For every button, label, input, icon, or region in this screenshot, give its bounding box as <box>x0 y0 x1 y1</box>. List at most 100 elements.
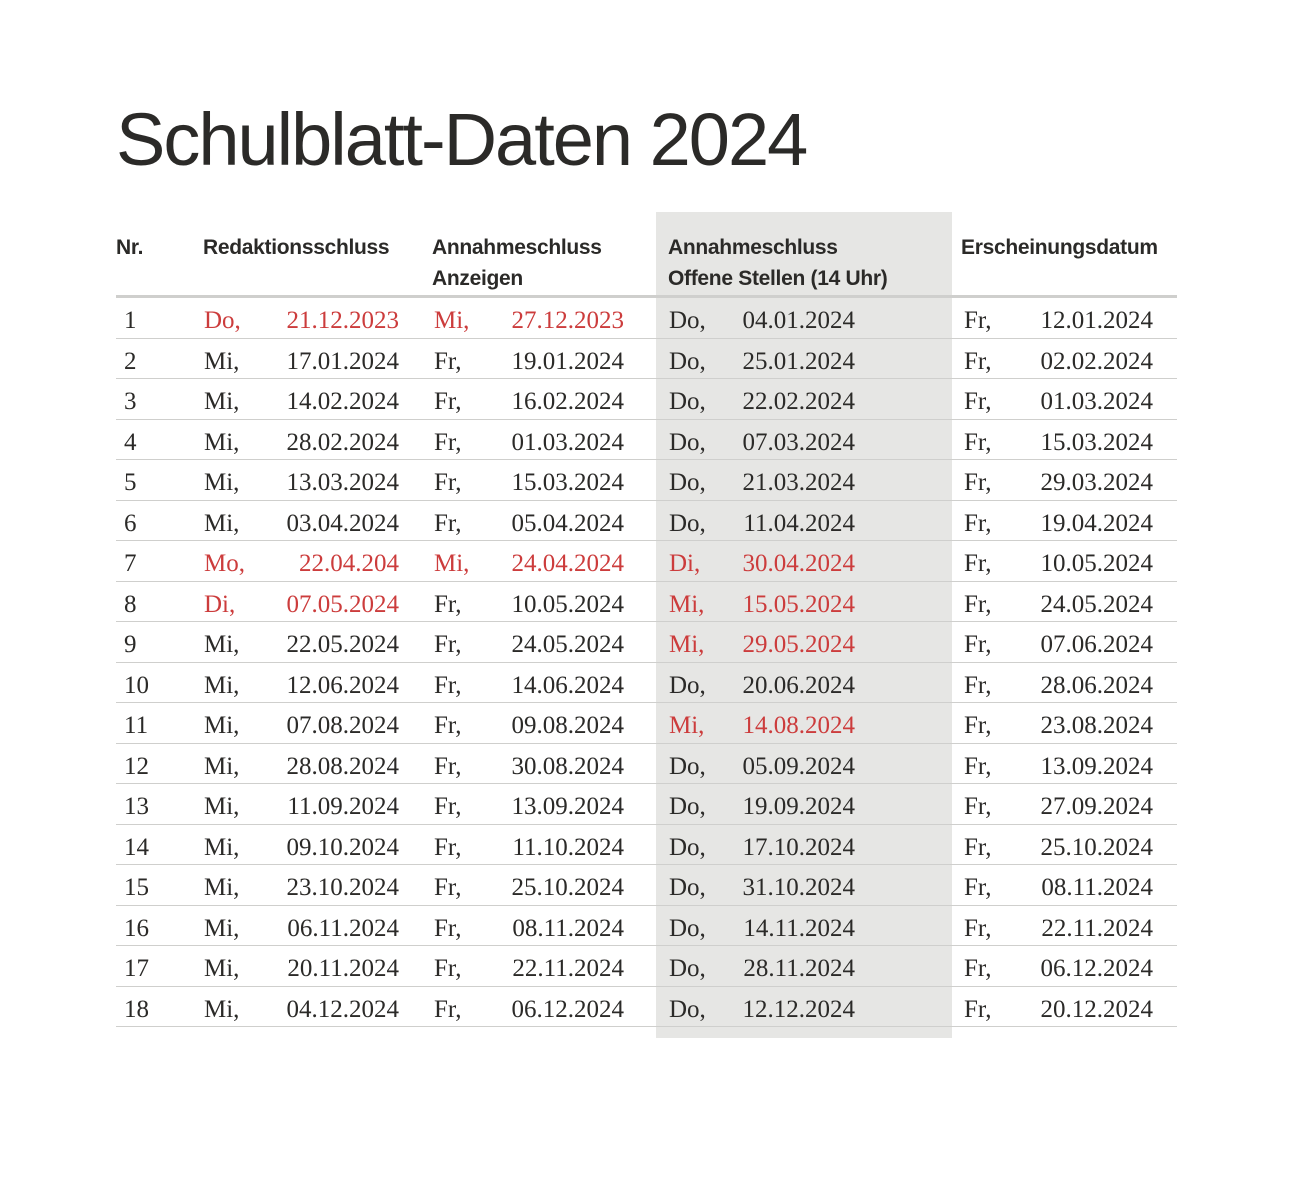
table-body: 1 Do, 21.12.2023 Mi, 27.12.2023 Do, 04.0… <box>116 298 1177 1027</box>
cell-erscheinung-date: 23.08.2024 <box>1040 712 1154 739</box>
cell-offene-stellen-day: Do, <box>669 833 706 861</box>
cell-erscheinung-date: 10.05.2024 <box>1040 550 1154 577</box>
cell-redaktion-date: 13.03.2024 <box>286 469 400 496</box>
cell-nr: 14 <box>124 833 149 861</box>
cell-redaktion-day: Mi, <box>204 752 240 780</box>
table-row: 8 Di, 07.05.2024 Fr, 10.05.2024 Mi, 15.0… <box>116 582 1177 622</box>
cell-nr: 3 <box>124 388 137 415</box>
table-row: 16 Mi, 06.11.2024 Fr, 08.11.2024 Do, 14.… <box>116 906 1177 946</box>
cell-redaktion-day: Mo, <box>204 550 245 577</box>
cell-redaktion-date: 17.01.2024 <box>286 347 400 375</box>
cell-nr: 10 <box>124 671 149 699</box>
cell-erscheinung-date: 20.12.2024 <box>1040 995 1154 1023</box>
cell-anzeigen-date: 19.01.2024 <box>511 347 625 375</box>
cell-redaktion-date: 28.08.2024 <box>286 752 400 780</box>
header-annahmeschluss-anzeigen: Annahmeschluss Anzeigen <box>432 232 602 294</box>
table-row: 12 Mi, 28.08.2024 Fr, 30.08.2024 Do, 05.… <box>116 744 1177 784</box>
cell-nr: 1 <box>124 307 137 334</box>
cell-offene-stellen-day: Do, <box>669 752 706 780</box>
cell-offene-stellen-date: 29.05.2024 <box>742 631 856 658</box>
header-stellen-line1: Annahmeschluss <box>668 236 838 259</box>
cell-nr: 6 <box>124 509 137 537</box>
cell-anzeigen-date: 22.11.2024 <box>512 955 624 982</box>
cell-erscheinung-day: Fr, <box>964 631 992 658</box>
cell-offene-stellen-day: Mi, <box>669 590 705 618</box>
cell-offene-stellen-day: Do, <box>669 388 706 415</box>
cell-erscheinung-day: Fr, <box>964 793 992 820</box>
cell-offene-stellen-date: 12.12.2024 <box>742 995 856 1023</box>
cell-offene-stellen-date: 15.05.2024 <box>742 590 856 618</box>
cell-nr: 16 <box>124 914 149 942</box>
cell-anzeigen-day: Fr, <box>434 752 462 780</box>
cell-erscheinung-day: Fr, <box>964 833 992 861</box>
cell-anzeigen-day: Fr, <box>434 914 462 942</box>
cell-offene-stellen-date: 31.10.2024 <box>742 874 856 901</box>
cell-anzeigen-date: 01.03.2024 <box>511 428 625 456</box>
cell-anzeigen-day: Fr, <box>434 428 462 456</box>
cell-redaktion-date: 06.11.2024 <box>287 914 399 942</box>
table-row: 9 Mi, 22.05.2024 Fr, 24.05.2024 Mi, 29.0… <box>116 622 1177 663</box>
cell-offene-stellen-date: 11.04.2024 <box>743 509 855 537</box>
cell-redaktion-day: Mi, <box>204 631 240 658</box>
cell-redaktion-day: Mi, <box>204 874 240 901</box>
table-row: 17 Mi, 20.11.2024 Fr, 22.11.2024 Do, 28.… <box>116 946 1177 987</box>
header-erscheinungsdatum: Erscheinungsdatum <box>961 236 1158 259</box>
cell-anzeigen-day: Mi, <box>434 307 470 334</box>
cell-erscheinung-day: Fr, <box>964 955 992 982</box>
cell-erscheinung-date: 02.02.2024 <box>1040 347 1154 375</box>
cell-anzeigen-date: 24.05.2024 <box>511 631 625 658</box>
cell-offene-stellen-date: 20.06.2024 <box>742 671 856 699</box>
cell-erscheinung-date: 19.04.2024 <box>1040 509 1154 537</box>
cell-erscheinung-day: Fr, <box>964 347 992 375</box>
cell-erscheinung-day: Fr, <box>964 428 992 456</box>
table-row: 5 Mi, 13.03.2024 Fr, 15.03.2024 Do, 21.0… <box>116 460 1177 501</box>
cell-erscheinung-date: 13.09.2024 <box>1040 752 1154 780</box>
cell-anzeigen-date: 30.08.2024 <box>511 752 625 780</box>
cell-erscheinung-date: 01.03.2024 <box>1040 388 1154 415</box>
cell-offene-stellen-date: 17.10.2024 <box>742 833 856 861</box>
cell-offene-stellen-day: Di, <box>669 550 701 577</box>
cell-erscheinung-day: Fr, <box>964 671 992 699</box>
cell-nr: 7 <box>124 550 137 577</box>
cell-offene-stellen-day: Do, <box>669 793 706 820</box>
cell-redaktion-day: Mi, <box>204 793 240 820</box>
cell-erscheinung-date: 22.11.2024 <box>1041 914 1153 942</box>
cell-offene-stellen-day: Do, <box>669 955 706 982</box>
cell-anzeigen-day: Fr, <box>434 955 462 982</box>
cell-nr: 11 <box>124 712 149 739</box>
cell-offene-stellen-day: Do, <box>669 469 706 496</box>
header-divider <box>116 295 1177 298</box>
table-row: 14 Mi, 09.10.2024 Fr, 11.10.2024 Do, 17.… <box>116 825 1177 865</box>
cell-anzeigen-date: 13.09.2024 <box>511 793 625 820</box>
cell-offene-stellen-date: 21.03.2024 <box>742 469 856 496</box>
cell-offene-stellen-date: 14.08.2024 <box>742 712 856 739</box>
cell-anzeigen-day: Mi, <box>434 550 470 577</box>
cell-offene-stellen-day: Do, <box>669 914 706 942</box>
cell-anzeigen-day: Fr, <box>434 347 462 375</box>
cell-anzeigen-date: 16.02.2024 <box>511 388 625 415</box>
table-row: 15 Mi, 23.10.2024 Fr, 25.10.2024 Do, 31.… <box>116 865 1177 906</box>
table-header: Nr. Redaktionsschluss Annahmeschluss Anz… <box>116 232 1177 296</box>
cell-redaktion-day: Mi, <box>204 509 240 537</box>
cell-redaktion-day: Di, <box>204 590 236 618</box>
cell-erscheinung-date: 15.03.2024 <box>1040 428 1154 456</box>
header-redaktionsschluss: Redaktionsschluss <box>203 236 390 259</box>
table-row: 1 Do, 21.12.2023 Mi, 27.12.2023 Do, 04.0… <box>116 298 1177 339</box>
table-row: 7 Mo, 22.04.204 Mi, 24.04.2024 Di, 30.04… <box>116 541 1177 582</box>
cell-anzeigen-date: 08.11.2024 <box>512 914 624 942</box>
cell-redaktion-day: Mi, <box>204 347 240 375</box>
cell-anzeigen-date: 14.06.2024 <box>511 671 625 699</box>
cell-erscheinung-day: Fr, <box>964 550 992 577</box>
cell-erscheinung-day: Fr, <box>964 995 992 1023</box>
cell-offene-stellen-day: Do, <box>669 995 706 1023</box>
cell-redaktion-day: Mi, <box>204 914 240 942</box>
cell-offene-stellen-day: Do, <box>669 671 706 699</box>
cell-redaktion-date: 23.10.2024 <box>286 874 400 901</box>
cell-erscheinung-date: 08.11.2024 <box>1041 874 1153 901</box>
cell-nr: 5 <box>124 469 137 496</box>
cell-erscheinung-date: 29.03.2024 <box>1040 469 1154 496</box>
cell-redaktion-date: 07.08.2024 <box>286 712 400 739</box>
cell-nr: 13 <box>124 793 149 820</box>
cell-nr: 8 <box>124 590 137 618</box>
cell-erscheinung-day: Fr, <box>964 590 992 618</box>
